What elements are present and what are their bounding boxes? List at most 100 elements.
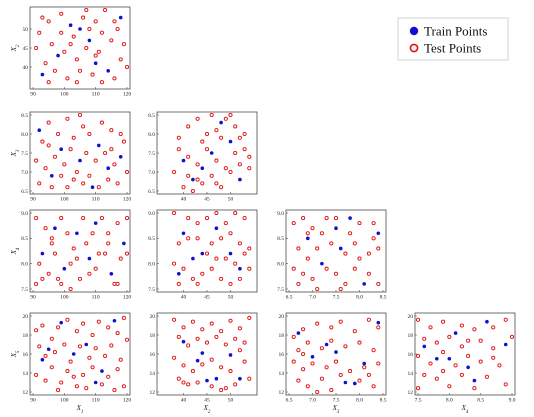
test-point <box>93 19 98 24</box>
y-tick-label: 8.5 <box>21 236 28 242</box>
test-point <box>112 19 117 24</box>
test-point <box>242 359 247 364</box>
test-point <box>59 11 64 16</box>
test-point <box>441 369 446 374</box>
test-point <box>301 351 306 357</box>
test-point <box>315 389 320 395</box>
test-point <box>77 344 83 349</box>
test-point <box>74 384 79 389</box>
train-point <box>238 177 242 182</box>
test-point <box>305 231 310 236</box>
test-point <box>56 276 61 281</box>
x-tick-label: 120 <box>123 92 132 98</box>
test-point <box>219 135 224 140</box>
y-tick-label: 16 <box>279 352 285 358</box>
x-tick-label: 120 <box>123 197 132 203</box>
test-point <box>106 177 111 182</box>
test-point <box>305 256 310 261</box>
x-tick-label: 50 <box>228 197 234 203</box>
test-point <box>40 139 45 144</box>
test-point <box>343 251 348 256</box>
test-point <box>329 241 334 246</box>
train-point <box>343 380 348 385</box>
train-point <box>200 166 205 170</box>
test-point <box>112 76 117 81</box>
test-point <box>434 376 439 381</box>
test-point <box>81 372 86 377</box>
test-point <box>242 340 247 345</box>
test-point <box>209 321 214 326</box>
test-point <box>118 131 123 137</box>
x-tick-label: 45 <box>204 197 210 203</box>
test-point <box>376 281 381 286</box>
y-tick-label: 8.0 <box>148 132 155 138</box>
test-point <box>209 384 214 389</box>
test-point <box>214 334 219 339</box>
test-point <box>121 384 126 389</box>
test-point <box>34 281 39 286</box>
test-point <box>324 266 329 271</box>
train-point <box>75 231 79 236</box>
test-point <box>301 367 306 372</box>
test-point <box>228 318 233 323</box>
test-point <box>219 329 224 334</box>
x-tick-label: 90 <box>30 398 36 404</box>
train-point <box>93 380 98 385</box>
test-point <box>214 256 219 261</box>
test-point <box>223 221 228 226</box>
train-point <box>219 120 223 125</box>
test-point <box>491 325 496 330</box>
test-point <box>99 80 104 85</box>
x-axis-label: X4 <box>461 404 469 415</box>
test-point <box>195 380 200 385</box>
test-point <box>87 173 92 178</box>
y-tick-label: 7.0 <box>21 170 28 176</box>
test-point <box>310 226 315 231</box>
test-point <box>333 359 339 364</box>
test-point <box>81 15 86 20</box>
test-point <box>71 34 76 39</box>
train-point <box>306 236 310 241</box>
test-point <box>96 251 101 256</box>
test-point <box>106 231 111 236</box>
scatter-panels: 90 100 110 120 40 45 50 X2 90 100 110 120 6.5 7.0 7.5 8… <box>10 6 516 415</box>
test-point <box>115 281 120 286</box>
test-point <box>415 386 421 391</box>
test-point <box>103 353 108 358</box>
test-point <box>338 319 343 324</box>
test-point <box>472 386 477 391</box>
test-point <box>49 365 54 370</box>
test-point <box>296 348 301 353</box>
y-tick-label: 8.5 <box>21 113 28 119</box>
train-point <box>228 251 233 256</box>
test-point <box>37 30 42 35</box>
test-point <box>34 372 39 377</box>
test-point <box>49 42 54 47</box>
y-axis-label: X5 <box>10 350 21 358</box>
test-point <box>204 131 210 137</box>
y-tick-label: 20 <box>408 314 414 320</box>
test-point <box>428 325 433 330</box>
y-tick-label: 50 <box>23 27 29 33</box>
x-tick-label: 120 <box>123 295 132 301</box>
test-point <box>52 154 57 159</box>
test-point <box>74 256 79 261</box>
test-point <box>503 317 508 322</box>
test-point <box>115 221 120 226</box>
x-tick-label: 100 <box>60 197 69 203</box>
x-axis-label: X3 <box>332 404 340 415</box>
train-point <box>228 353 233 357</box>
test-point <box>237 276 242 281</box>
test-point <box>491 346 496 351</box>
y-tick-label: 8.5 <box>277 236 284 242</box>
y-tick-label: 18 <box>408 333 414 339</box>
y-tick-label: 8.0 <box>21 132 28 138</box>
test-point <box>109 128 114 133</box>
train-point <box>376 231 381 236</box>
train-point <box>56 53 60 58</box>
test-point <box>228 169 233 175</box>
test-point <box>376 246 381 251</box>
test-point <box>319 376 324 381</box>
test-point <box>233 382 238 387</box>
